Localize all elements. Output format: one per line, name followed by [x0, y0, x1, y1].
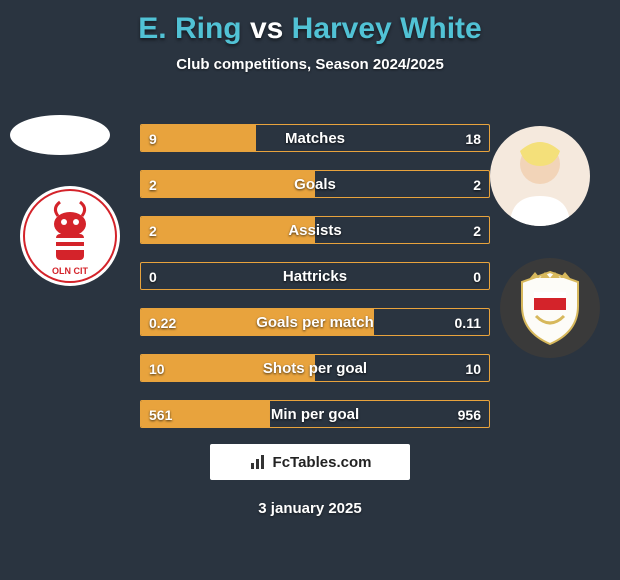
club1-crest-icon: OLN CIT [20, 186, 120, 286]
stat-row-goals: 22Goals [140, 170, 490, 198]
comparison-title: E. Ring vs Harvey White [0, 0, 620, 46]
stat-value-left: 0.22 [141, 309, 184, 336]
stat-value-right: 0.11 [447, 309, 489, 336]
stat-value-right: 2 [465, 171, 489, 198]
stat-value-left: 9 [141, 125, 165, 152]
vs-text: vs [242, 12, 292, 45]
player2-avatar [490, 126, 590, 226]
stat-value-left: 0 [141, 263, 165, 290]
player1-name: E. Ring [138, 12, 241, 45]
stat-bar-left [141, 217, 315, 243]
stat-bar-left [141, 171, 315, 197]
stat-value-right: 956 [450, 401, 489, 428]
stat-label: Hattricks [141, 263, 489, 290]
stat-value-left: 2 [141, 217, 165, 244]
stat-row-hattricks: 0 0Hattricks [140, 262, 490, 290]
club2-crest-icon [500, 258, 600, 358]
source-badge: FcTables.com [210, 444, 410, 480]
stat-value-left: 2 [141, 171, 165, 198]
player2-club-badge [500, 258, 600, 358]
player2-name: Harvey White [292, 12, 482, 45]
chart-icon [249, 453, 267, 471]
date-label: 3 january 2025 [0, 500, 620, 517]
stat-value-right: 2 [465, 217, 489, 244]
stat-value-right: 0 [465, 263, 489, 290]
svg-text:OLN CIT: OLN CIT [52, 266, 88, 276]
stat-value-right: 10 [457, 355, 489, 382]
stat-value-right: 18 [457, 125, 489, 152]
player1-club-badge: OLN CIT [20, 186, 120, 286]
stat-row-goals-per-match: 0.220.11Goals per match [140, 308, 490, 336]
stat-value-left: 561 [141, 401, 180, 428]
source-label: FcTables.com [273, 454, 372, 471]
player2-avatar-icon [490, 126, 590, 226]
player1-avatar [10, 115, 110, 155]
stat-row-assists: 22Assists [140, 216, 490, 244]
stats-chart: 918Matches22Goals22Assists00Hattricks0.2… [140, 124, 490, 446]
stat-row-min-per-goal: 561956Min per goal [140, 400, 490, 428]
stat-row-shots-per-goal: 1010Shots per goal [140, 354, 490, 382]
stat-value-left: 10 [141, 355, 173, 382]
subtitle: Club competitions, Season 2024/2025 [0, 56, 620, 73]
stat-row-matches: 918Matches [140, 124, 490, 152]
